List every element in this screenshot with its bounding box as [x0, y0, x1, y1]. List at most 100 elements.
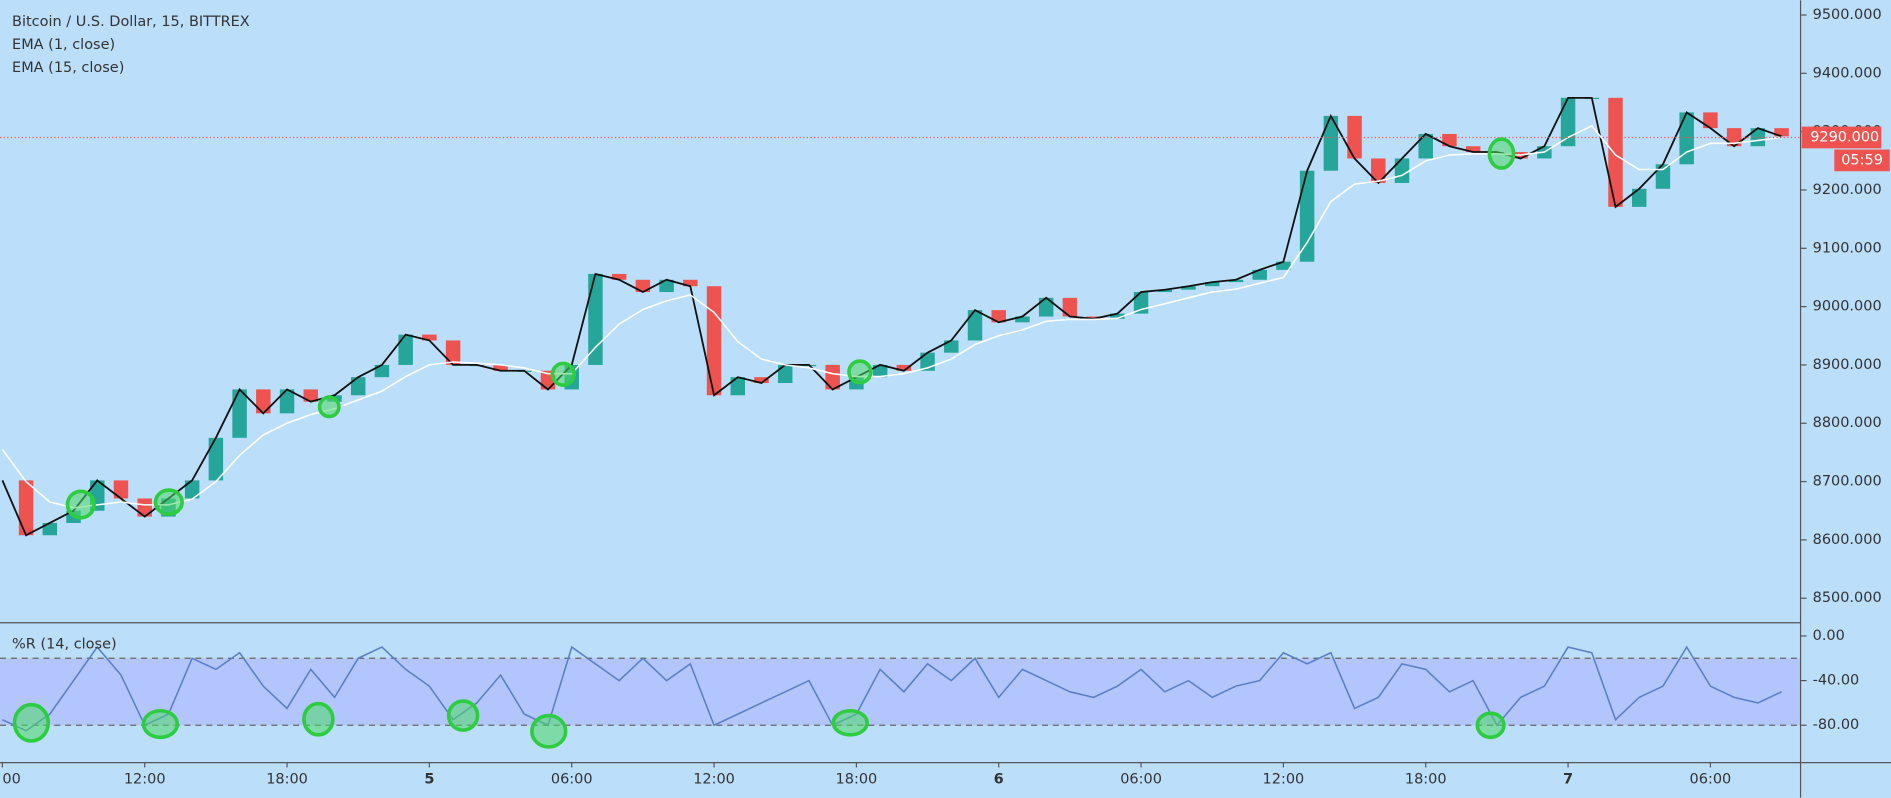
last-price-label: 9290.000	[1810, 129, 1879, 145]
y-tick-label: -80.00	[1813, 717, 1860, 733]
last-price-box	[1801, 126, 1882, 149]
candle-body	[1110, 313, 1125, 319]
candle-body	[279, 389, 295, 414]
candle-body	[1774, 128, 1789, 137]
highlight-circle	[317, 395, 341, 419]
candle-body	[137, 498, 152, 517]
pane-title: %R (14, close)	[12, 636, 117, 652]
highlight-circle	[530, 713, 568, 749]
legend-entry: EMA (15, close)	[12, 60, 124, 76]
y-tick-label: 9400.000	[1813, 65, 1882, 81]
x-tick-label: 06:00	[551, 771, 593, 787]
candle-body	[232, 389, 247, 438]
highlight-circle	[141, 708, 180, 740]
candle-body	[1347, 115, 1362, 159]
highlight-circle	[446, 699, 480, 732]
x-tick-label: 12:00	[124, 771, 166, 787]
y-tick-label: 8600.000	[1813, 532, 1882, 548]
x-tick-label: 6	[994, 771, 1004, 787]
y-tick-label: 9000.000	[1813, 299, 1882, 315]
candle-body	[256, 389, 271, 414]
candle-body	[991, 310, 1006, 323]
x-tick-label: 7	[1563, 771, 1573, 787]
candle-body	[1299, 170, 1315, 262]
y-tick-label: 0.00	[1813, 628, 1845, 644]
candle-body	[1062, 297, 1078, 317]
highlight-circle	[65, 489, 96, 520]
candle-body	[1204, 282, 1220, 287]
candle-body	[350, 377, 366, 396]
candle-body	[113, 480, 129, 499]
x-tick-label: 5	[424, 771, 434, 787]
x-tick-label: 18:00	[266, 771, 308, 787]
candle-body	[1276, 261, 1291, 270]
highlight-circle	[302, 701, 335, 737]
x-tick-label: 18:00	[1405, 771, 1447, 787]
candle-body	[374, 364, 390, 378]
candle-body	[754, 377, 769, 384]
series-line	[1, 96, 1782, 537]
x-tick-label: 06:00	[1690, 771, 1732, 787]
candle-body	[398, 334, 413, 365]
highlight-circle	[847, 359, 873, 385]
candle-body	[1418, 133, 1433, 159]
y-tick-label: -40.00	[1813, 673, 1860, 689]
candle-body	[635, 279, 651, 293]
candle-body	[1703, 112, 1718, 129]
x-tick-label: 06:00	[1120, 771, 1162, 787]
candle-body	[1750, 128, 1766, 147]
candle-body	[1181, 286, 1196, 290]
highlight-circle	[153, 488, 184, 516]
candle-body	[1323, 115, 1339, 171]
highlight-circle	[831, 708, 869, 737]
candle-body	[730, 377, 746, 396]
candle-body	[1371, 158, 1386, 183]
candle-body	[683, 279, 698, 287]
candle-body	[1560, 97, 1576, 147]
candle-body	[184, 480, 200, 499]
candle-body	[422, 334, 437, 341]
y-tick-label: 8800.000	[1813, 415, 1882, 431]
candle-body	[1465, 146, 1481, 153]
countdown-box	[1834, 149, 1890, 172]
candle-body	[1442, 133, 1457, 147]
candle-body	[967, 310, 983, 341]
candle-body	[1157, 289, 1173, 293]
candle-body	[588, 273, 603, 365]
candle-body	[611, 273, 627, 280]
y-tick-label: 9200.000	[1813, 182, 1882, 198]
y-tick-label: 8700.000	[1813, 474, 1882, 490]
x-tick-label: 18:00	[836, 771, 878, 787]
highlight-circle	[12, 702, 51, 743]
candle-body	[944, 340, 959, 353]
candle-body	[825, 364, 840, 390]
candle-body	[1228, 279, 1244, 283]
y-tick-label: 8900.000	[1813, 357, 1882, 373]
candle-body	[659, 279, 674, 293]
candle-body	[445, 340, 461, 365]
chart-title: Bitcoin / U.S. Dollar, 15, BITTREX	[12, 14, 250, 30]
y-tick-label: 8500.000	[1813, 590, 1882, 606]
candle-body	[493, 364, 508, 371]
candle-body	[1608, 97, 1623, 207]
annotations	[12, 137, 1516, 749]
level-band	[0, 658, 1801, 726]
highlight-circle	[1475, 711, 1506, 740]
x-tick-label: 12:00	[1263, 771, 1305, 787]
countdown-label: 05:59	[1841, 152, 1883, 168]
candle-body	[42, 522, 58, 536]
highlight-circle	[1487, 137, 1516, 170]
y-tick-label: 9500.000	[1813, 7, 1882, 23]
candle-body	[1038, 297, 1054, 317]
highlight-circle	[550, 361, 576, 387]
candle-body	[872, 364, 888, 378]
candle-body	[18, 480, 34, 536]
x-tick-label: 12:00	[693, 771, 735, 787]
candle-body	[1655, 164, 1671, 189]
candle-body	[1394, 158, 1410, 183]
candle-body	[208, 437, 224, 481]
candle-body	[896, 364, 912, 371]
legend-entry: EMA (1, close)	[12, 37, 115, 53]
series-line	[1, 124, 1782, 509]
